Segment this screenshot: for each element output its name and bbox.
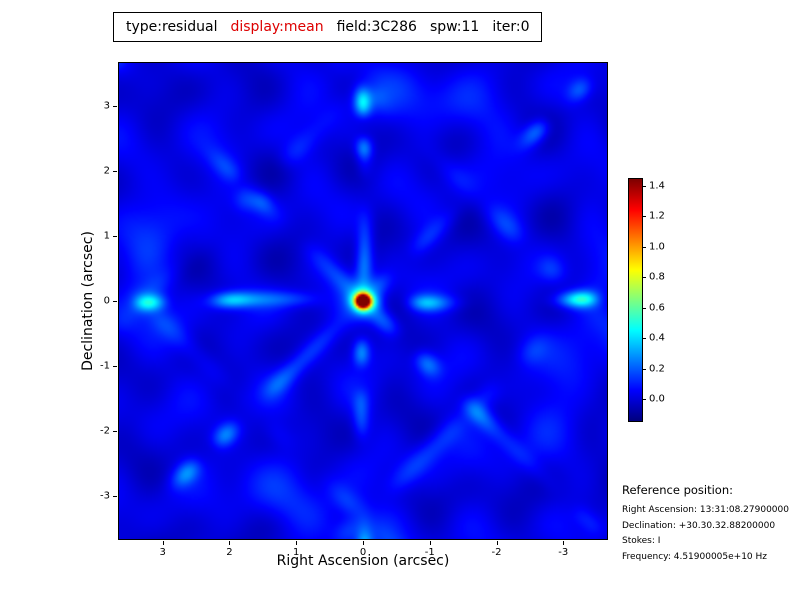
x-tick-mark [296, 541, 298, 545]
colorbar-tick-label: 0.0 [649, 393, 665, 405]
title-field: field:3C286 [336, 19, 417, 35]
title-box: type:residual display:mean field:3C286 s… [113, 12, 543, 42]
x-tick-label: -3 [558, 547, 569, 558]
reference-frequency: Frequency: 4.51900005e+10 Hz [622, 551, 768, 562]
colorbar-tick-mark [643, 277, 646, 279]
y-tick-mark [113, 301, 117, 302]
y-axis-label: Declination (arcsec) [80, 231, 96, 371]
y-tick-mark [113, 235, 117, 237]
x-tick-mark [363, 541, 364, 545]
x-tick-mark [496, 541, 498, 545]
reference-right-ascension: Right Ascension: 13:31:08.27900000 [622, 505, 789, 515]
x-tick-mark [563, 541, 565, 545]
plot-area[interactable] [118, 62, 608, 540]
colorbar [628, 178, 643, 422]
x-axis-label: Right Ascension (arcsec) [276, 553, 450, 569]
x-tick-mark [162, 541, 164, 545]
y-tick-label: 3 [103, 100, 110, 112]
y-tick-mark [113, 366, 117, 368]
x-tick-label: -1 [424, 547, 435, 558]
y-tick-label: -1 [100, 360, 110, 372]
colorbar-tick-label: 0.6 [649, 302, 665, 314]
y-tick-mark [113, 431, 117, 433]
x-tick-label: 1 [293, 547, 300, 558]
colorbar-tick-mark [643, 216, 646, 218]
reference-heading: Reference position: [622, 483, 733, 497]
y-tick-mark [113, 496, 117, 498]
colorbar-tick-label: 0.2 [649, 363, 665, 375]
colorbar-tick-label: 0.4 [649, 332, 665, 344]
x-tick-label: 0 [359, 547, 367, 558]
colorbar-tick-mark [643, 185, 646, 187]
colorbar-tick-label: 1.4 [649, 180, 665, 192]
x-tick-label: -2 [491, 547, 502, 558]
y-tick-mark [113, 170, 117, 172]
title-spw: spw:11 [429, 19, 480, 35]
reference-position-block: Reference position: Right Ascension: 13:… [622, 483, 789, 567]
title-display: display:mean [230, 19, 324, 35]
y-tick-label: -2 [100, 425, 110, 437]
heatmap-canvas[interactable] [119, 63, 607, 539]
x-tick-label: 3 [159, 547, 166, 558]
colorbar-gradient [629, 179, 642, 421]
y-tick-label: 2 [103, 165, 110, 177]
y-tick-label: -3 [100, 490, 110, 502]
y-tick-label: 1 [103, 230, 110, 242]
reference-stokes: Stokes: I [622, 536, 661, 546]
colorbar-tick-mark [643, 307, 646, 309]
colorbar-tick-label: 1.2 [649, 210, 665, 222]
colorbar-tick-label: 1.0 [649, 241, 665, 253]
reference-declination: Declination: +30.30.32.88200000 [622, 520, 776, 531]
colorbar-tick-mark [643, 368, 646, 370]
colorbar-tick-mark [643, 338, 646, 340]
y-tick-label: 0 [103, 295, 110, 307]
colorbar-tick-label: 0.8 [649, 271, 665, 283]
title-iter: iter:0 [492, 19, 530, 35]
x-tick-label: 2 [226, 547, 233, 558]
title-type: type:residual [126, 19, 218, 35]
x-tick-mark [229, 541, 231, 545]
x-tick-mark [429, 541, 431, 545]
colorbar-tick-mark [643, 399, 646, 401]
colorbar-tick-mark [643, 246, 646, 248]
y-tick-mark [113, 105, 117, 107]
